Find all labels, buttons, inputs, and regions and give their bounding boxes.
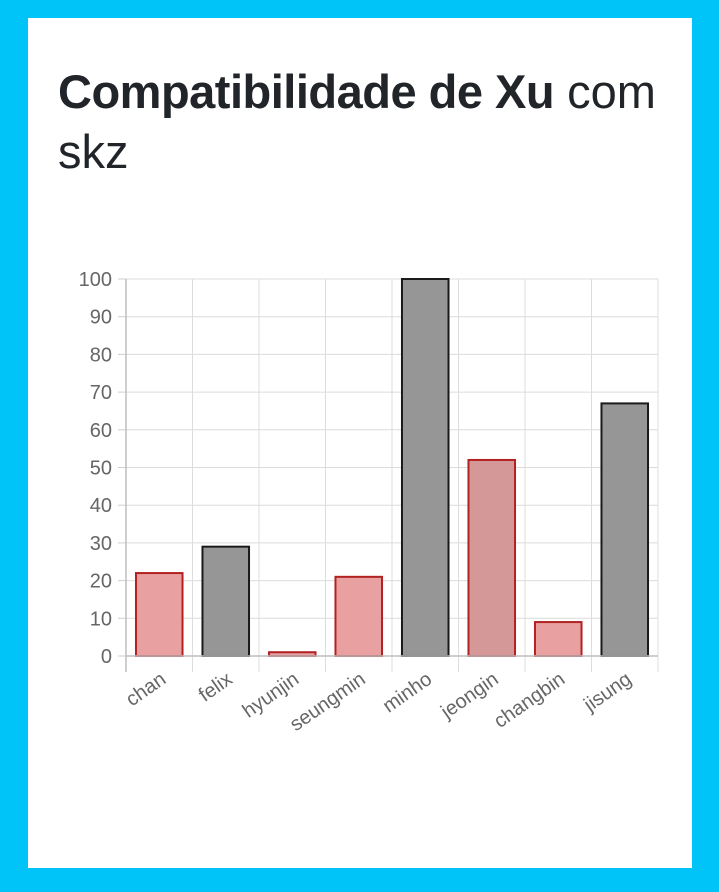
chart-axes	[118, 278, 658, 672]
y-tick-labels: 0 10 20 30 40 50 60 70 80 90 100	[79, 269, 112, 668]
x-tick-label-felix: felix	[195, 668, 237, 706]
y-tick-label: 90	[90, 307, 112, 329]
bar-felix	[201, 545, 251, 657]
y-tick-label: 10	[90, 608, 112, 630]
x-tick-label-changbin: changbin	[490, 668, 569, 733]
y-tick-label: 60	[90, 420, 112, 442]
x-tick-label-seungmin: seungmin	[286, 668, 370, 736]
chart-title-bold: Compatibilidade de Xu	[58, 65, 555, 118]
y-tick-label: 70	[90, 382, 112, 404]
y-tick-label: 20	[90, 571, 112, 593]
y-tick-label: 0	[101, 646, 112, 668]
bar-seungmin	[334, 575, 384, 658]
bar-jisung	[600, 402, 650, 657]
chart-card: Compatibilidade de Xu com skz 0 10 20 30 40 5…	[28, 18, 692, 868]
y-tick-label: 40	[90, 495, 112, 517]
chart-title-rest: com skz	[58, 65, 656, 178]
x-tick-label-chan: chan	[122, 668, 170, 711]
y-tick-label: 80	[90, 344, 112, 366]
bar-chan	[134, 572, 184, 657]
chart-title: Compatibilidade de Xu com skz	[58, 62, 668, 182]
x-tick-label-jisung: jisung	[579, 668, 635, 717]
x-tick-label-minho: minho	[379, 668, 436, 717]
y-tick-label: 100	[79, 269, 112, 291]
bar-jeongin	[467, 458, 517, 657]
bar-changbin	[533, 621, 583, 658]
y-tick-label: 30	[90, 533, 112, 555]
y-tick-label: 50	[90, 458, 112, 480]
bar-minho	[400, 278, 450, 657]
